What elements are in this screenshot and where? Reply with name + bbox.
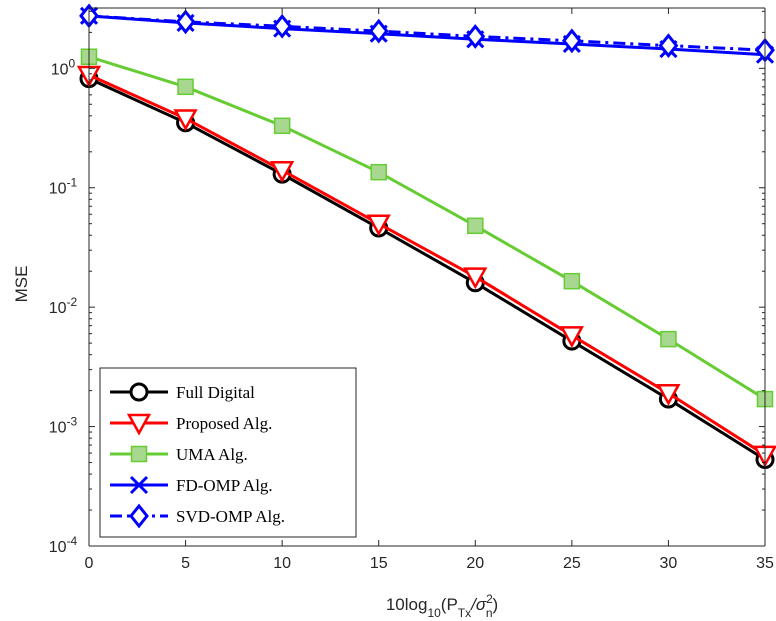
- y-tick-label: 10-4: [49, 534, 78, 556]
- x-tick-label: 25: [563, 555, 581, 572]
- legend-entry: Full Digital: [110, 382, 255, 402]
- y-tick-label: 100: [51, 56, 76, 78]
- legend-label: SVD-OMP Alg.: [176, 507, 285, 526]
- x-tick-label: 30: [660, 555, 678, 572]
- legend-marker: [129, 382, 149, 402]
- x-axis-label: 10log10(PTx/σ2 n): [386, 592, 498, 620]
- data-point: [563, 272, 581, 290]
- x-axis-label-sub3: n: [486, 606, 493, 620]
- series-line: [88, 73, 766, 457]
- x-axis-label-base: 10log: [386, 595, 428, 614]
- x-tick-label: 15: [370, 555, 388, 572]
- y-tick-label: 10-1: [49, 176, 78, 198]
- legend-label: Full Digital: [176, 383, 255, 402]
- legend-marker: [126, 413, 152, 436]
- x-tick-label: 35: [756, 555, 774, 572]
- series-line: [88, 14, 766, 57]
- x-tick-label: 5: [181, 555, 190, 572]
- legend-entry: SVD-OMP Alg.: [110, 503, 285, 529]
- data-point: [177, 78, 194, 96]
- x-axis-label-sup: 2: [486, 592, 493, 606]
- series-line: [88, 55, 766, 401]
- x-axis-label-close: ): [493, 595, 499, 614]
- data-point: [658, 33, 679, 58]
- data-point: [370, 163, 387, 181]
- data-point: [175, 9, 196, 35]
- data-point: [656, 384, 681, 406]
- x-tick-label: 10: [273, 555, 291, 572]
- legend-label: Proposed Alg.: [176, 414, 272, 433]
- x-axis-label-slash: /σ: [470, 595, 487, 614]
- y-tick-label: 10-2: [49, 295, 78, 317]
- data-point: [273, 117, 291, 135]
- data-point: [173, 109, 198, 132]
- x-axis-label-sub1: 10: [427, 606, 441, 620]
- legend-label: UMA Alg.: [176, 445, 248, 464]
- x-tick-label: 0: [85, 555, 94, 572]
- data-point: [660, 330, 677, 348]
- legend-label: FD-OMP Alg.: [176, 476, 273, 495]
- axes-layer: 0 5 10 15 20 25 30 35 10-4 10-3 10-2 10-1 100: [49, 7, 774, 572]
- data-point: [368, 18, 389, 44]
- x-axis-label-sub2: Tx: [458, 606, 471, 620]
- legend-entry: UMA Alg.: [110, 445, 248, 464]
- legend: Full Digital Proposed Alg. UMA Alg. FD-OMP …: [99, 367, 357, 538]
- series-1: [76, 65, 776, 468]
- y-tick-label: 10-3: [49, 415, 78, 437]
- x-marker-stroke: [129, 475, 149, 495]
- data-point: [270, 161, 295, 183]
- legend-entry: FD-OMP Alg.: [110, 475, 273, 495]
- x-tick-label: 20: [466, 555, 484, 572]
- y-axis-label: MSE: [12, 266, 31, 303]
- data-point: [272, 13, 293, 39]
- data-point: [366, 214, 391, 237]
- data-point: [463, 267, 488, 290]
- series-4: [79, 3, 775, 63]
- data-point: [561, 28, 582, 54]
- data-point: [467, 217, 484, 235]
- legend-entry: Proposed Alg.: [110, 413, 272, 436]
- data-point: [465, 24, 486, 49]
- data-point: [559, 326, 584, 348]
- series-line: [88, 77, 766, 461]
- legend-marker: [129, 475, 149, 495]
- legend-marker: [129, 503, 149, 529]
- x-axis-label-mid: (P: [441, 595, 458, 614]
- legend-marker: [130, 445, 148, 463]
